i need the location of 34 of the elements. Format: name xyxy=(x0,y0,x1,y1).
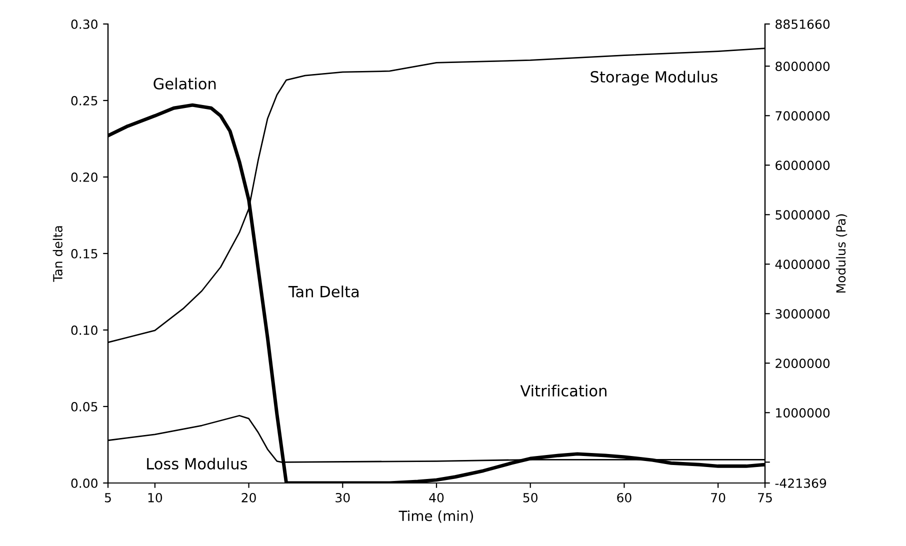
x-axis-title: Time (min) xyxy=(398,510,474,523)
y2-tick-label: 8000000 xyxy=(776,62,830,72)
y2-tick-label: 8851660 xyxy=(776,19,830,29)
series-label: Loss Modulus xyxy=(147,458,248,470)
x-tick-label: 30 xyxy=(336,492,350,502)
y-tick-label: 0.10 xyxy=(71,325,98,335)
x-tick-label: 20 xyxy=(242,492,256,502)
y2-tick-label: -421369 xyxy=(775,478,826,488)
x-tick-label: 5 xyxy=(104,493,111,502)
y2-tick-label: 6000000 xyxy=(776,160,830,170)
series-label: Tan Delta xyxy=(288,286,359,298)
x-tick-label: 60 xyxy=(617,492,632,502)
y2-tick-label: 4000000 xyxy=(775,260,830,270)
x-tick-label: 10 xyxy=(148,492,162,502)
y2-tick-label: 7000000 xyxy=(776,111,830,121)
y2-tick-label: 1000000 xyxy=(776,408,830,418)
x-tick-label: 40 xyxy=(429,492,444,502)
y2-tick-label: 2000000 xyxy=(776,358,830,368)
y-tick-label: 0.30 xyxy=(71,19,98,29)
y-tick-label: 0.20 xyxy=(71,172,98,182)
y-tick-label: 0.00 xyxy=(71,478,98,488)
x-tick-label: 50 xyxy=(523,492,538,502)
y-tick-label: 0.15 xyxy=(71,248,98,258)
annotation: Vitrification xyxy=(520,384,606,397)
x-tick-label: 75 xyxy=(758,493,772,502)
y2-tick-label: 5000000 xyxy=(776,210,830,220)
annotation: Gelation xyxy=(154,78,216,90)
series-label: Storage Modulus xyxy=(590,70,718,86)
y-axis-title: Tan delta xyxy=(52,226,62,282)
y-tick-label: 0.25 xyxy=(71,96,98,106)
y2-tick-label: 3000000 xyxy=(776,309,830,319)
y2-axis-title: Modulus (Pa) xyxy=(836,214,848,293)
x-tick-label: 70 xyxy=(711,492,726,502)
y-tick-label: 0.05 xyxy=(71,402,98,412)
